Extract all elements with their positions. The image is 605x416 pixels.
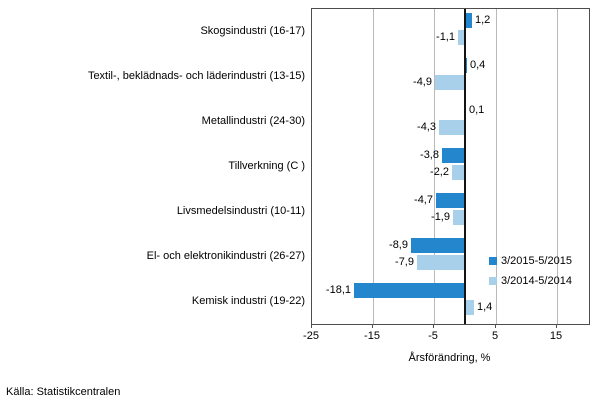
bar — [465, 58, 467, 73]
x-tick-label: -5 — [428, 330, 438, 342]
bar — [411, 238, 465, 253]
value-label: -4,3 — [417, 121, 436, 133]
x-axis-title: Årsförändring, % — [408, 352, 491, 364]
value-label: -18,1 — [325, 284, 351, 296]
bar — [458, 30, 465, 45]
legend-swatch-2014-icon — [489, 277, 497, 285]
x-axis-tick — [556, 324, 557, 328]
bar — [442, 148, 465, 163]
bar — [452, 165, 465, 180]
bar — [439, 120, 465, 135]
category-label: Kemisk industri (19-22) — [191, 295, 305, 307]
category-label: El- och elektronikindustri (26-27) — [146, 250, 305, 262]
value-label: -3,8 — [420, 149, 439, 161]
category-label: Tillverkning (C ) — [228, 160, 305, 172]
category-label: Metallindustri (24-30) — [201, 115, 305, 127]
x-axis-tick — [495, 324, 496, 328]
category-label: Textil-, beklädnads- och läderindustri (… — [87, 70, 305, 82]
value-label: -4,9 — [413, 76, 432, 88]
legend-swatch-2015-icon — [489, 257, 497, 265]
x-axis-tick — [372, 324, 373, 328]
legend-item-2015: 3/2015-5/2015 — [489, 251, 572, 271]
value-label: -4,7 — [414, 194, 433, 206]
x-tick-label: 15 — [549, 330, 563, 342]
value-label: -2,2 — [430, 166, 449, 178]
bar — [465, 300, 474, 315]
value-label: -8,9 — [389, 239, 408, 251]
bar — [453, 210, 465, 225]
x-tick-label: 5 — [491, 330, 499, 342]
value-label: 0,1 — [469, 104, 485, 116]
x-axis-tick — [433, 324, 434, 328]
gridline — [434, 9, 435, 324]
value-label: -1,9 — [431, 211, 450, 223]
gridline — [373, 9, 374, 324]
value-label: 1,4 — [477, 301, 493, 313]
category-label: Livsmedelsindustri (10-11) — [176, 205, 305, 217]
category-label: Skogsindustri (16-17) — [200, 25, 305, 37]
bar — [435, 75, 465, 90]
zero-axis-line — [464, 9, 466, 324]
plot-area: 1,2 0,4 0,1 -3,8 -4,7 -8,9 -18,1 -1,1 -4,9 -4,3 -2… — [311, 8, 590, 325]
value-label: -1,1 — [436, 31, 455, 43]
value-label: -7,9 — [395, 256, 414, 268]
x-axis-tick — [311, 324, 312, 328]
gridline — [496, 9, 497, 324]
gridline — [557, 9, 558, 324]
source-caption: Källa: Statistikcentralen — [6, 386, 121, 398]
value-label: 0,4 — [470, 59, 486, 71]
bar — [436, 193, 465, 208]
x-tick-label: -15 — [364, 330, 380, 342]
legend-label-2014: 3/2014-5/2014 — [501, 275, 572, 287]
legend-item-2014: 3/2014-5/2014 — [489, 271, 572, 291]
legend-label-2015: 3/2015-5/2015 — [501, 255, 572, 267]
value-label: 1,2 — [475, 14, 491, 26]
bar — [354, 283, 465, 298]
bar — [417, 255, 465, 270]
legend: 3/2015-5/2015 3/2014-5/2014 — [489, 251, 572, 291]
x-tick-label: -25 — [303, 330, 319, 342]
bar — [465, 13, 472, 28]
